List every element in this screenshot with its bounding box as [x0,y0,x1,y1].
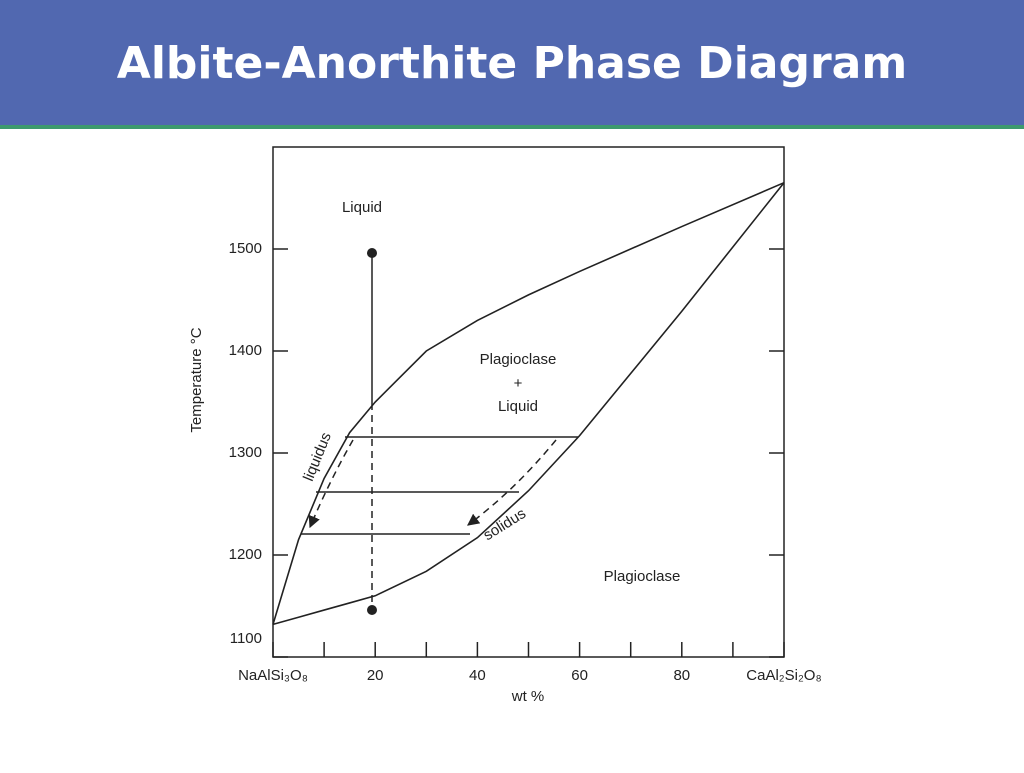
start-point [367,248,377,258]
x-tick-label: NaAlSi₃O₈ [238,667,308,684]
liquid-path-arrow [308,439,354,529]
x-axis-label: wt % [511,688,545,705]
y-tick-label: 1200 [229,546,262,563]
x-tick-label: 80 [673,667,690,684]
end-point [367,605,377,615]
phase-curve [272,182,785,626]
region-label: + [514,375,523,392]
header-band [0,0,1024,125]
y-tick-label: 1100 [230,630,262,647]
slide-title: Albite-Anorthite Phase Diagram [117,38,907,89]
header-rule [0,125,1024,129]
region-label: Plagioclase [604,568,681,585]
solid-path-arrow [467,439,557,526]
diagram-lines [301,253,578,610]
region-label: Liquid [342,199,382,216]
x-tick-label: 40 [469,667,486,684]
y-tick-label: 1300 [229,444,262,461]
y-axis-label: Temperature °C [188,327,205,432]
x-tick-label: 60 [571,667,588,684]
y-tick-label: 1400 [229,342,262,359]
y-tick-label: 1500 [229,240,262,257]
curve-label: liquidus [300,430,335,484]
x-tick-label: 20 [367,667,384,684]
region-label: Plagioclase [480,351,557,368]
region-label: Liquid [498,398,538,415]
phase-curve [272,181,785,625]
x-tick-label: CaAl₂Si₂O₈ [746,667,821,684]
curve-label: solidus [480,505,529,544]
